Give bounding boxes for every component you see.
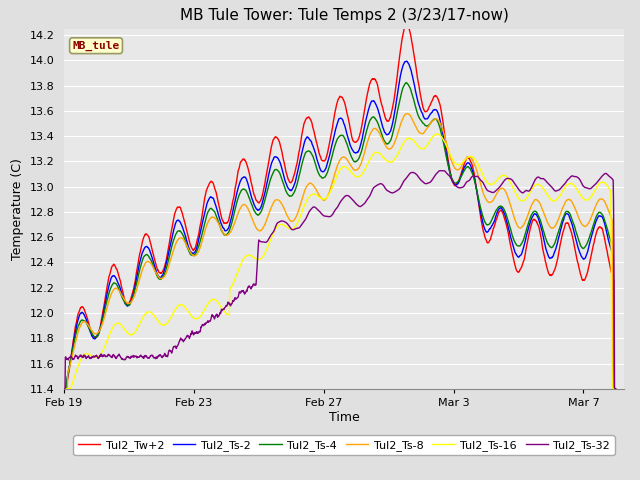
Tul2_Ts-16 [433, 131, 441, 137]
Legend: Tul2_Tw+2, Tul2_Ts-2, Tul2_Ts-4, Tul2_Ts-8, Tul2_Ts-16, Tul2_Ts-32: Tul2_Tw+2, Tul2_Ts-2, Tul2_Ts-4, Tul2_Ts… [74, 435, 614, 455]
Tul2_Ts-32 [76, 354, 83, 360]
Text: MB_tule: MB_tule [72, 41, 120, 51]
Line: Tul2_Ts-2: Tul2_Ts-2 [64, 61, 616, 389]
Tul2_Tw+2 [182, 227, 190, 232]
Tul2_Tw+2 [491, 223, 499, 228]
X-axis label: Time: Time [328, 410, 360, 424]
Tul2_Ts-2 [198, 221, 206, 227]
Tul2_Tw+2 [76, 309, 83, 314]
Tul2_Ts-4 [60, 386, 68, 392]
Tul2_Ts-2 [151, 264, 159, 269]
Tul2_Ts-2 [356, 143, 364, 149]
Tul2_Tw+2 [356, 130, 364, 136]
Tul2_Ts-8 [612, 386, 620, 392]
Tul2_Ts-8 [182, 242, 190, 248]
Tul2_Ts-8 [76, 326, 83, 332]
Tul2_Ts-32 [182, 334, 190, 340]
Tul2_Tw+2 [198, 213, 206, 219]
Tul2_Ts-16 [356, 173, 364, 179]
Line: Tul2_Ts-32: Tul2_Ts-32 [64, 171, 616, 389]
Tul2_Ts-4 [151, 267, 159, 273]
Tul2_Ts-8 [491, 195, 499, 201]
Y-axis label: Temperature (C): Temperature (C) [11, 158, 24, 260]
Tul2_Ts-8 [60, 386, 68, 392]
Tul2_Ts-8 [151, 267, 159, 273]
Tul2_Ts-2 [403, 58, 410, 64]
Line: Tul2_Ts-16: Tul2_Ts-16 [64, 134, 616, 389]
Tul2_Ts-32 [151, 355, 159, 360]
Tul2_Ts-8 [356, 163, 364, 168]
Line: Tul2_Tw+2: Tul2_Tw+2 [64, 24, 616, 389]
Tul2_Ts-16 [182, 306, 190, 312]
Tul2_Ts-2 [612, 386, 620, 392]
Tul2_Ts-4 [356, 152, 364, 158]
Tul2_Ts-16 [151, 313, 159, 319]
Tul2_Ts-4 [76, 321, 83, 327]
Tul2_Ts-32 [491, 189, 499, 195]
Tul2_Ts-4 [182, 242, 190, 248]
Title: MB Tule Tower: Tule Temps 2 (3/23/17-now): MB Tule Tower: Tule Temps 2 (3/23/17-now… [180, 9, 508, 24]
Tul2_Ts-32 [436, 168, 444, 174]
Tul2_Ts-32 [612, 386, 620, 392]
Tul2_Ts-32 [198, 323, 206, 328]
Tul2_Ts-16 [491, 180, 499, 186]
Tul2_Tw+2 [612, 386, 620, 392]
Tul2_Ts-4 [403, 80, 410, 85]
Tul2_Ts-8 [198, 239, 206, 245]
Tul2_Ts-2 [182, 237, 190, 243]
Tul2_Ts-16 [60, 386, 68, 392]
Tul2_Ts-2 [76, 313, 83, 319]
Tul2_Ts-2 [491, 218, 499, 224]
Tul2_Tw+2 [60, 386, 68, 392]
Line: Tul2_Ts-4: Tul2_Ts-4 [64, 83, 616, 389]
Tul2_Ts-4 [198, 232, 206, 238]
Tul2_Tw+2 [151, 257, 159, 263]
Tul2_Ts-16 [76, 360, 83, 366]
Tul2_Tw+2 [403, 21, 411, 27]
Tul2_Ts-16 [198, 311, 206, 317]
Tul2_Ts-16 [612, 386, 620, 392]
Tul2_Ts-32 [356, 204, 364, 209]
Tul2_Ts-2 [60, 386, 68, 392]
Tul2_Ts-8 [403, 110, 411, 116]
Tul2_Ts-32 [60, 386, 68, 392]
Tul2_Ts-4 [612, 386, 620, 392]
Tul2_Ts-4 [491, 211, 499, 216]
Line: Tul2_Ts-8: Tul2_Ts-8 [64, 113, 616, 389]
